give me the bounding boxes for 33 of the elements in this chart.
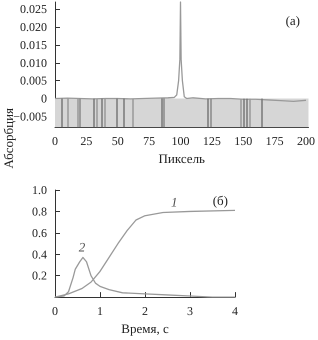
annotation: (б) — [212, 193, 228, 208]
y-tick-label: 0.010 — [20, 56, 47, 70]
x-tick-label: 200 — [297, 134, 315, 148]
x-tick-label: 0 — [52, 134, 58, 148]
y-tick-label: 0.8 — [32, 204, 47, 218]
x-axis-title: Время, с — [121, 321, 169, 336]
y-tick-label: 0.020 — [20, 20, 47, 34]
x-tick-label: 150 — [234, 134, 252, 148]
y-tick-label: 0.4 — [32, 247, 47, 262]
annotation: 2 — [78, 239, 86, 254]
x-axis-title: Пиксель — [158, 151, 206, 166]
x-tick-label: 25 — [80, 134, 92, 148]
y-tick-label: 0.025 — [20, 2, 47, 16]
x-tick-label: 175 — [266, 134, 284, 148]
y-axis-title: Абсорбция — [1, 108, 16, 169]
x-tick-label: 1 — [97, 304, 103, 318]
y-tick-label: 0.6 — [32, 226, 47, 240]
y-tick-label: −0.005 — [13, 109, 47, 124]
x-tick-label: 4 — [232, 304, 238, 318]
x-tick-label: 50 — [112, 134, 124, 148]
x-tick-label: 2 — [142, 304, 148, 318]
x-tick-label: 75 — [143, 134, 156, 148]
x-tick-label: 3 — [187, 304, 193, 318]
y-tick-label: 0 — [41, 92, 47, 106]
x-tick-label: 100 — [172, 134, 190, 148]
y-tick-label: 0.015 — [20, 38, 47, 52]
x-tick-label: 125 — [202, 134, 221, 148]
annotation: 1 — [171, 194, 178, 210]
annotation: (a) — [286, 13, 300, 28]
x-tick-label: 0 — [52, 304, 58, 318]
y-tick-label: 0.2 — [32, 268, 47, 283]
y-tick-label: 0.005 — [20, 74, 47, 88]
y-tick-label: 1.0 — [32, 183, 47, 197]
